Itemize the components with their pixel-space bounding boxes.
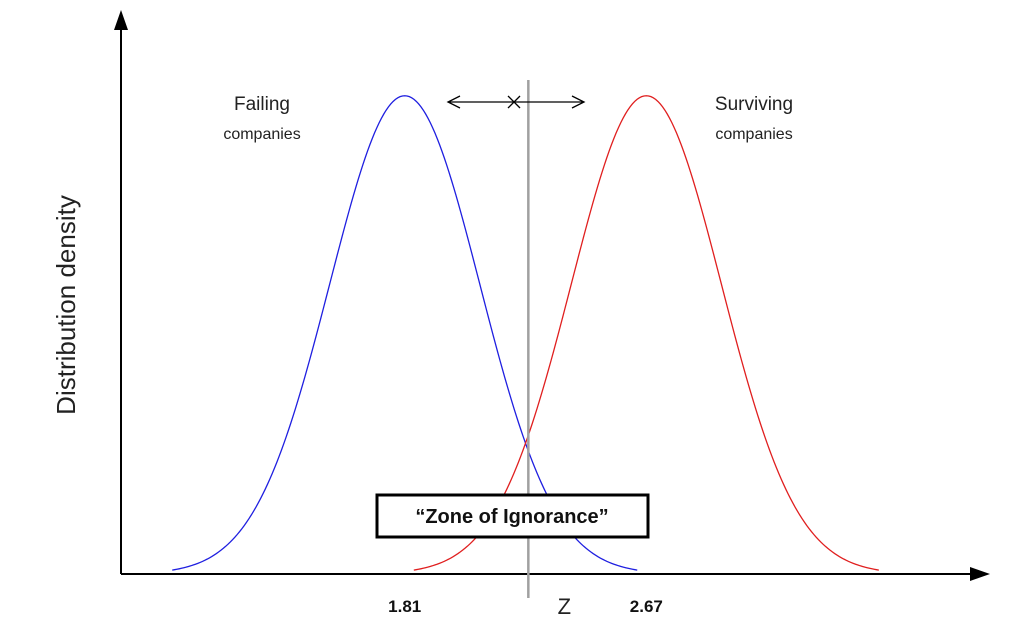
y-axis-arrowhead <box>114 10 128 30</box>
zone-of-ignorance-text: “Zone of Ignorance” <box>415 506 608 528</box>
x-axis-arrowhead <box>970 567 990 581</box>
zone-of-ignorance-annotation: “Zone of Ignorance” <box>375 493 650 539</box>
tick-label-1-81: 1.81 <box>388 597 421 616</box>
x-axis-label: Z <box>558 594 571 619</box>
shift-arrow <box>446 95 586 109</box>
failing-label-line1: Failing <box>234 94 290 115</box>
surviving-label-line2: companies <box>715 126 792 143</box>
tick-label-2-67: 2.67 <box>630 597 663 616</box>
surviving-label-line1: Surviving <box>715 94 793 115</box>
failing-label-line2: companies <box>223 126 300 143</box>
y-axis-label: Distribution density <box>51 195 81 415</box>
